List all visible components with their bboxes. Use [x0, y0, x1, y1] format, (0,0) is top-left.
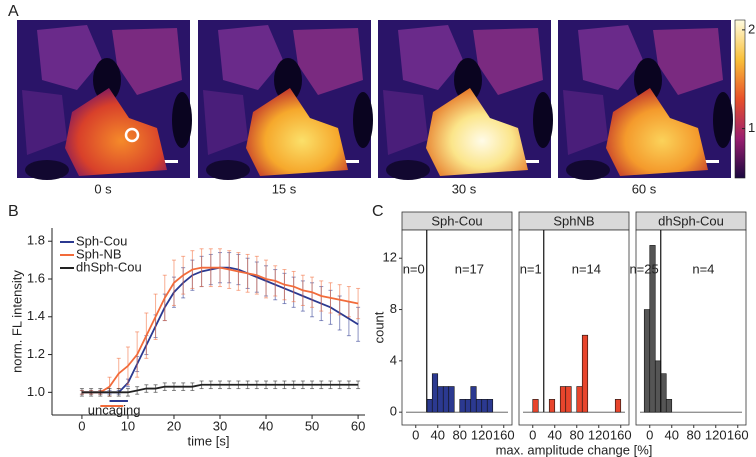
- histogram-bar: [481, 399, 488, 413]
- y-tick-label: 4: [390, 352, 397, 367]
- facet-panel: [518, 229, 630, 426]
- x-tick-label: 0: [78, 418, 85, 433]
- series-line: [81, 266, 359, 394]
- annotation: n=17: [455, 261, 484, 276]
- colorbar: [734, 19, 746, 179]
- histogram-bar: [649, 245, 656, 413]
- histogram-bar: [614, 399, 622, 413]
- y-axis-label: norm. FL intensity: [9, 270, 24, 373]
- x-tick-label: 10: [121, 418, 135, 433]
- image-caption: 0 s: [94, 181, 112, 196]
- image-30: [378, 20, 553, 180]
- x-tick-label: 40: [665, 427, 679, 442]
- histogram-bar: [475, 399, 483, 413]
- x-tick-label: 160: [610, 427, 632, 442]
- colorbar-tick-label: 1: [748, 120, 755, 135]
- annotation: n=1: [520, 261, 542, 276]
- x-tick-label: 80: [453, 427, 467, 442]
- x-tick-label: 160: [493, 427, 515, 442]
- x-tick-label: 50: [305, 418, 319, 433]
- x-axis-label: max. amplitude change [%]: [496, 442, 653, 457]
- y-tick-label: 1.0: [27, 384, 45, 399]
- image-0: [17, 20, 192, 180]
- histogram-bar: [464, 399, 472, 413]
- histogram-bar: [665, 399, 673, 413]
- y-tick-label: 1.8: [27, 233, 45, 248]
- histogram-bar: [442, 386, 450, 413]
- image-caption: 15 s: [272, 181, 297, 196]
- x-tick-label: 20: [167, 418, 181, 433]
- histogram-bar: [532, 399, 539, 413]
- histogram-bar: [660, 373, 667, 413]
- x-tick-label: 0: [646, 427, 653, 442]
- histogram-bar: [565, 386, 572, 413]
- x-tick-label: 40: [259, 418, 273, 433]
- histogram-bar: [486, 399, 494, 413]
- x-tick-label: 160: [727, 427, 749, 442]
- x-tick-label: 120: [588, 427, 610, 442]
- histogram-bar: [643, 309, 651, 413]
- legend-label: Sph-NB: [76, 246, 122, 261]
- histogram-bar: [559, 386, 567, 413]
- image-caption: 60 s: [632, 181, 657, 196]
- histogram-bar: [459, 399, 466, 413]
- image-caption: 30 s: [452, 181, 477, 196]
- histogram-bar: [426, 399, 433, 413]
- histogram-bar: [437, 386, 444, 413]
- x-tick-label: 30: [213, 418, 227, 433]
- panel-label: C: [372, 203, 384, 220]
- y-tick-label: 1.4: [27, 308, 45, 323]
- facet-title: dhSph-Cou: [658, 213, 724, 228]
- y-tick-label: 8: [390, 301, 397, 316]
- x-tick-label: 80: [570, 427, 584, 442]
- y-tick-label: 0: [390, 404, 397, 419]
- y-tick-label: 1.2: [27, 346, 45, 361]
- x-axis-label: time [s]: [188, 433, 230, 448]
- y-tick-label: 1.6: [27, 270, 45, 285]
- x-tick-label: 40: [548, 427, 562, 442]
- histogram-bar: [470, 386, 477, 413]
- annotation: n=0: [403, 261, 425, 276]
- panel-label: B: [8, 203, 19, 220]
- series-line: [81, 383, 359, 394]
- x-tick-label: 40: [431, 427, 445, 442]
- y-tick-label: 12: [383, 250, 397, 265]
- facet-title: SphNB: [553, 213, 594, 228]
- x-tick-label: 0: [412, 427, 419, 442]
- annotation: n=25: [629, 261, 658, 276]
- facet-title: Sph-Cou: [431, 213, 482, 228]
- image-15: [198, 20, 373, 180]
- x-tick-label: 60: [351, 418, 365, 433]
- legend-label: dhSph-Cou: [76, 259, 142, 274]
- y-axis-label: count: [371, 311, 386, 343]
- histogram-bar: [581, 334, 589, 413]
- x-tick-label: 0: [529, 427, 536, 442]
- x-tick-label: 120: [471, 427, 493, 442]
- annotation: n=4: [692, 261, 714, 276]
- histogram-bar: [654, 360, 662, 413]
- x-tick-label: 80: [687, 427, 701, 442]
- annotation: n=14: [572, 261, 601, 276]
- histogram-bar: [548, 399, 556, 413]
- facet-panel: [401, 229, 513, 426]
- colorbar-tick-label: 2: [748, 21, 755, 36]
- annotation: uncaging: [88, 402, 141, 417]
- legend-label: Sph-Cou: [76, 233, 127, 248]
- x-tick-label: 120: [705, 427, 727, 442]
- histogram-bar: [576, 386, 583, 413]
- histogram-bar: [448, 386, 455, 413]
- panel-label: A: [8, 3, 19, 20]
- histogram-bar: [431, 373, 439, 413]
- image-60: [558, 20, 733, 180]
